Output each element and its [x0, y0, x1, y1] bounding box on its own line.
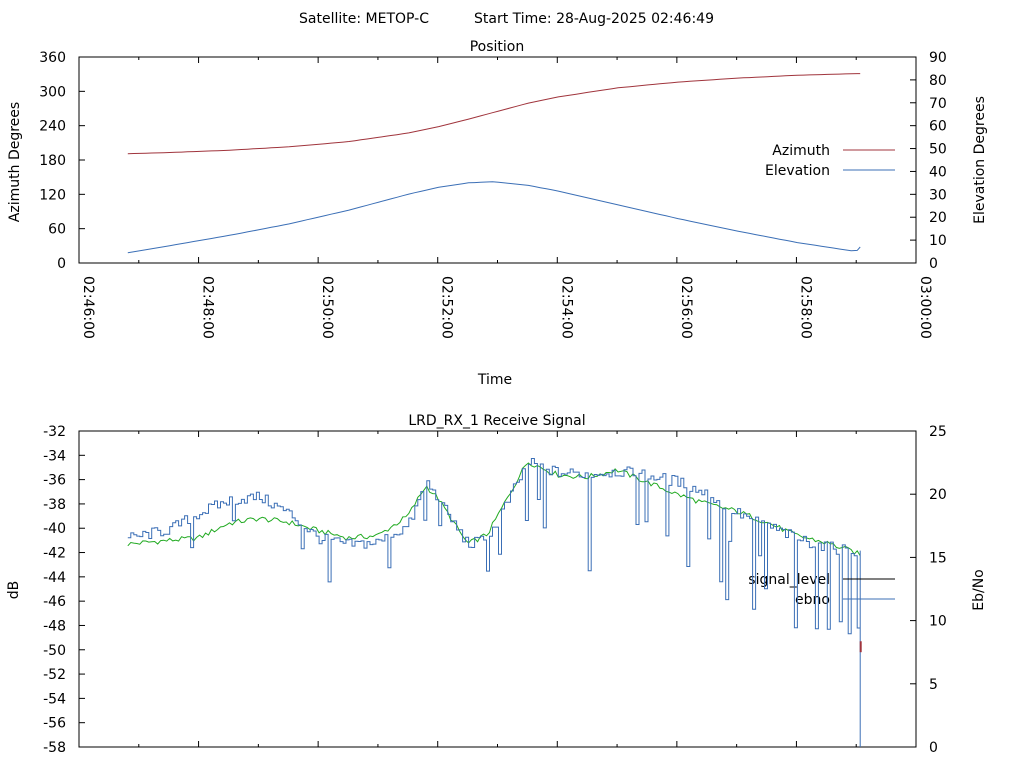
signal-y-tick-label: -38	[43, 497, 66, 513]
signal-y-tick-label: -44	[43, 570, 66, 586]
signal-y-tick-label: -52	[43, 667, 66, 683]
signal-y-tick-label: -58	[43, 740, 66, 756]
position-y-tick-label: 180	[39, 153, 66, 169]
series-line-signal-level	[127, 462, 861, 557]
position-x-tick-label: 02:54:00	[558, 276, 574, 339]
position-y-tick-label: 120	[39, 187, 66, 203]
signal-y-axis-label: dB	[6, 581, 22, 600]
signal-y2-tick-label: 10	[929, 614, 947, 630]
position-y2-tick-label: 80	[929, 73, 947, 89]
signal-y-tick-label: -36	[43, 473, 66, 489]
position-x-tick-label: 02:52:00	[439, 276, 455, 339]
signal-y-tick-label: -42	[43, 546, 66, 562]
signal-y-tick-label: -40	[43, 521, 66, 537]
position-y-tick-label: 360	[39, 50, 66, 66]
position-y2-tick-label: 40	[929, 164, 947, 180]
position-y2-tick-label: 0	[929, 256, 938, 272]
position-y2-tick-label: 20	[929, 210, 947, 226]
position-y2-tick-label: 60	[929, 119, 947, 135]
position-x-tick-label: 02:46:00	[80, 276, 96, 339]
position-y2-tick-label: 30	[929, 187, 947, 203]
position-y-tick-label: 0	[57, 256, 66, 272]
position-y-axis-label: Azimuth Degrees	[7, 102, 23, 222]
signal-y2-tick-label: 20	[929, 487, 947, 503]
legend-label-signal-level: signal_level	[748, 572, 830, 588]
series-line-azimuth	[127, 73, 861, 155]
signal-y-tick-label: -56	[43, 716, 66, 732]
position-y-tick-label: 240	[39, 119, 66, 135]
signal-y-tick-label: -48	[43, 618, 66, 634]
signal-y2-tick-label: 15	[929, 550, 947, 566]
satellite-label: Satellite: METOP-C	[299, 11, 429, 27]
legend-label-ebno: ebno	[795, 592, 830, 608]
position-x-axis-label: Time	[477, 372, 512, 388]
signal-plot-frame	[78, 430, 917, 748]
signal-y-tick-label: -54	[43, 691, 66, 707]
signal-y2-tick-label: 25	[929, 424, 947, 440]
position-x-tick-label: 03:00:00	[917, 276, 933, 339]
position-x-tick-label: 02:56:00	[678, 276, 694, 339]
signal-y2-tick-label: 5	[929, 677, 938, 693]
signal-y2-tick-label: 0	[929, 740, 938, 756]
position-y-tick-label: 300	[39, 84, 66, 100]
signal-y-tick-label: -34	[43, 448, 66, 464]
position-y2-tick-label: 50	[929, 142, 947, 158]
position-y2-tick-label: 70	[929, 96, 947, 112]
series-line-ebno	[127, 458, 861, 747]
position-x-tick-label: 02:48:00	[200, 276, 216, 339]
legend-label-azimuth: Azimuth	[772, 143, 830, 159]
signal-y2-axis-label: Eb/No	[971, 569, 987, 611]
position-y2-tick-label: 90	[929, 50, 947, 66]
start-time-label: Start Time: 28-Aug-2025 02:46:49	[474, 11, 714, 27]
legend-label-elevation: Elevation	[765, 163, 830, 179]
position-x-tick-label: 02:58:00	[797, 276, 813, 339]
position-plot-frame	[78, 56, 917, 264]
signal-y-tick-label: -50	[43, 643, 66, 659]
position-y2-axis-label: Elevation Degrees	[972, 96, 988, 224]
position-x-tick-label: 02:50:00	[319, 276, 335, 339]
signal-y-tick-label: -32	[43, 424, 66, 440]
signal-y-tick-label: -46	[43, 594, 66, 610]
series-line-elevation	[127, 181, 861, 254]
signal-chart-title: LRD_RX_1 Receive Signal	[408, 413, 585, 429]
position-y2-tick-label: 10	[929, 233, 947, 249]
position-y-tick-label: 60	[48, 222, 66, 238]
position-chart-title: Position	[470, 39, 525, 55]
